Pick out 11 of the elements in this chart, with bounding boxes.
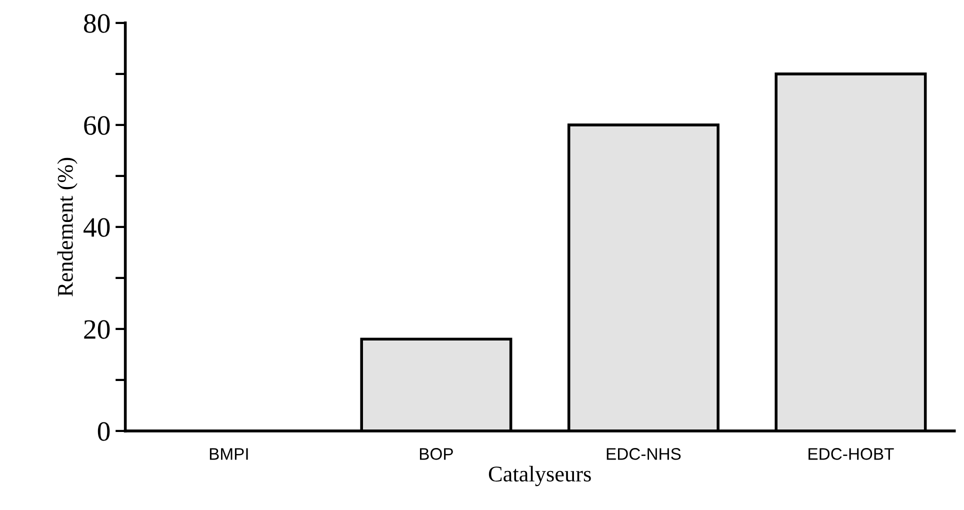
y-tick-label: 80	[84, 14, 110, 33]
x-tick-label: EDC-NHS	[606, 448, 681, 460]
x-tick-label: BMPI	[210, 448, 248, 460]
x-tick-label: EDC-HOBT	[808, 448, 894, 460]
y-tick-label: 40	[84, 218, 110, 237]
y-tick-label: 0	[98, 422, 110, 441]
y-tick-label: 20	[84, 320, 110, 339]
x-axis-title: Catalyseurs	[488, 466, 591, 486]
y-axis-title: Rendement (%)	[57, 158, 78, 296]
y-tick-label: 60	[84, 116, 110, 135]
x-tick-label: BOP	[420, 448, 453, 460]
